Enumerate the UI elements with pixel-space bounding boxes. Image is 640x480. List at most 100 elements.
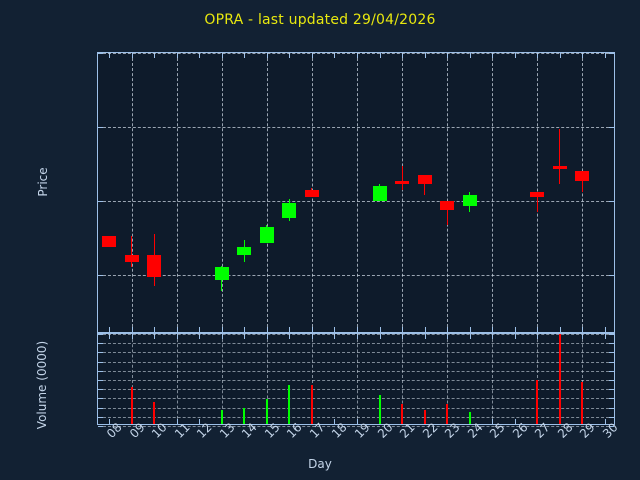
axis-tick [424, 53, 426, 58]
axis-tick [447, 53, 449, 58]
price-axis-title: Price [36, 167, 50, 197]
axis-tick [154, 334, 156, 339]
gridline-vertical [357, 53, 358, 332]
axis-tick [176, 53, 178, 58]
gridline-vertical [357, 334, 358, 424]
axis-tick [131, 334, 133, 339]
gridline-horizontal [98, 352, 614, 354]
axis-tick [582, 53, 584, 58]
axis-tick [609, 426, 614, 427]
axis-tick [492, 419, 494, 424]
axis-tick [199, 53, 201, 58]
gridline-horizontal [98, 426, 614, 427]
axis-tick [604, 419, 606, 424]
axis-tick [402, 53, 404, 58]
candle-body [102, 236, 117, 248]
volume-bar [153, 401, 156, 424]
axis-tick [98, 426, 103, 427]
volume-bar [401, 403, 404, 424]
axis-tick [609, 398, 614, 400]
axis-tick [98, 274, 103, 276]
axis-tick [98, 343, 103, 345]
gridline-vertical [492, 334, 494, 424]
axis-tick [98, 389, 103, 391]
candle-body [147, 254, 162, 277]
axis-tick [221, 53, 223, 58]
axis-tick [609, 380, 614, 381]
candle-wick [424, 175, 426, 196]
axis-tick [609, 274, 614, 276]
axis-tick [311, 327, 313, 332]
axis-tick [609, 370, 614, 372]
volume-plot-area [97, 333, 615, 427]
candle-wick [401, 165, 403, 190]
axis-tick [379, 53, 381, 58]
axis-tick [289, 327, 291, 332]
gridline-vertical [131, 53, 133, 332]
candle-body [282, 202, 297, 218]
axis-tick [266, 327, 268, 332]
x-axis-title: Day [308, 457, 332, 471]
axis-tick [334, 327, 336, 332]
axis-tick [492, 334, 494, 339]
axis-tick [98, 334, 103, 335]
gridline-horizontal [98, 343, 614, 345]
candle-wick [536, 191, 538, 212]
volume-bar [558, 333, 561, 424]
axis-tick [514, 53, 516, 58]
gridline-vertical [447, 53, 449, 332]
axis-tick [98, 126, 103, 128]
axis-tick [609, 352, 614, 354]
volume-bar [220, 410, 223, 424]
axis-tick [334, 53, 336, 58]
candle-body [214, 267, 229, 281]
axis-tick [514, 327, 516, 332]
axis-tick [311, 334, 313, 339]
candle-body [372, 186, 387, 201]
axis-tick [109, 419, 111, 424]
axis-tick [176, 334, 178, 339]
axis-tick [244, 334, 246, 339]
axis-tick [266, 334, 268, 339]
candle-body [304, 189, 319, 198]
axis-tick [514, 419, 516, 424]
axis-tick [492, 53, 494, 58]
axis-tick [469, 53, 471, 58]
axis-tick [604, 53, 606, 58]
gridline-vertical [402, 53, 404, 332]
candle-wick [581, 171, 583, 192]
axis-tick [311, 53, 313, 58]
axis-tick [537, 334, 539, 339]
axis-tick [154, 53, 156, 58]
axis-tick [514, 334, 516, 339]
candle-wick [131, 236, 133, 268]
axis-tick [176, 419, 178, 424]
axis-tick [604, 334, 606, 339]
axis-tick [609, 200, 614, 202]
volume-bar [536, 379, 539, 424]
volume-axis-title: Volume (0000) [35, 340, 49, 430]
axis-tick [559, 53, 561, 58]
axis-tick [176, 327, 178, 332]
axis-tick [537, 327, 539, 332]
candle-body [552, 165, 567, 170]
volume-bar [265, 399, 268, 424]
volume-bar [581, 381, 584, 424]
axis-tick [244, 53, 246, 58]
axis-tick [604, 327, 606, 332]
volume-bar [423, 410, 426, 424]
volume-bar [378, 395, 381, 424]
axis-tick [334, 334, 336, 339]
candle-body [237, 247, 252, 255]
candle-body [124, 254, 139, 262]
axis-tick [609, 53, 614, 54]
axis-tick [469, 334, 471, 339]
gridline-vertical [176, 334, 178, 424]
axis-tick [98, 380, 103, 381]
axis-tick [357, 327, 358, 332]
axis-tick [98, 370, 103, 372]
candle-body [530, 191, 545, 198]
axis-tick [221, 327, 223, 332]
axis-tick [447, 327, 449, 332]
